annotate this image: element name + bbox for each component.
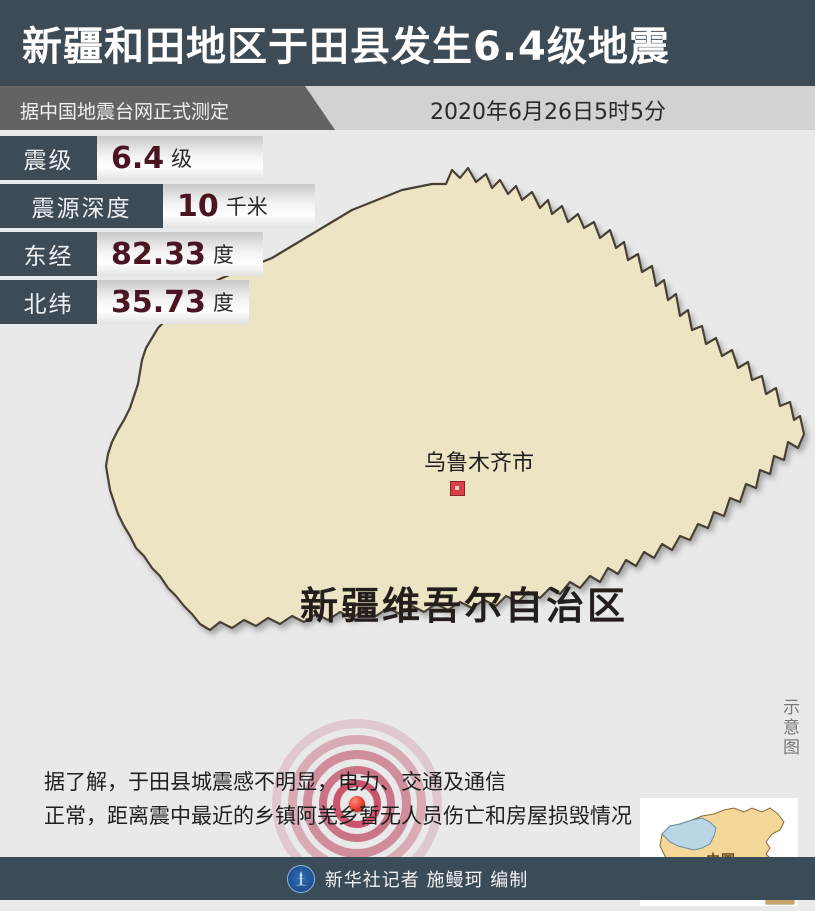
row-label-longitude: 东经 [0,232,97,276]
row-value-latitude: 35.73 度 [97,280,249,324]
longitude-unit: 度 [212,243,234,267]
latitude-value: 35.73 [111,284,206,320]
row-label-depth: 震源深度 [0,184,163,228]
latitude-unit: 度 [212,291,234,315]
south-sea-inset-footer [766,900,794,904]
xinjiang-highlight-path [661,817,717,851]
row-value-longitude: 82.33 度 [97,232,263,276]
row-value-depth: 10 千米 [163,184,315,228]
depth-value: 10 [177,188,219,224]
epicenter-dot-icon [349,796,365,812]
longitude-value: 82.33 [111,236,206,272]
depth-unit: 千米 [225,195,268,219]
province-label: 新疆维吾尔自治区 [300,583,629,628]
xinhua-logo-icon [286,864,315,893]
xinjiang-map: 乌鲁木齐市 新疆维吾尔自治区 示意图 中国 [0,130,815,906]
source-banner [0,86,335,130]
datetime-text: 2020年6月26日5时5分 [430,100,666,125]
magnitude-value: 6.4 [111,140,165,176]
capital-city-square-icon [450,481,465,496]
header-bar: 新疆和田地区于田县发生6.4级地震 [0,0,815,86]
footer-credit: 新华社记者 施鳗珂 编制 [324,869,529,891]
magnitude-unit: 级 [171,147,193,171]
description-line-1: 据了解，于田县城震感不明显，电力、交通及通信 [44,770,506,794]
schematic-note: 示意图 [779,698,799,758]
description-text: 据了解，于田县城震感不明显，电力、交通及通信 正常，距离震中最近的乡镇阿羌乡暂无… [44,765,784,833]
footer-bar: 新华社记者 施鳗珂 编制 [0,857,815,900]
subtitle-bar: 据中国地震台网正式测定 2020年6月26日5时5分 [0,86,815,130]
row-value-magnitude: 6.4 级 [97,136,263,180]
city-label-urumqi: 乌鲁木齐市 [424,451,535,476]
row-label-latitude: 北纬 [0,280,97,324]
source-text: 据中国地震台网正式测定 [20,101,230,123]
description-line-2: 正常，距离震中最近的乡镇阿羌乡暂无人员伤亡和房屋损毁情况 [44,804,632,828]
page-title: 新疆和田地区于田县发生6.4级地震 [22,24,670,70]
row-label-magnitude: 震级 [0,136,97,180]
